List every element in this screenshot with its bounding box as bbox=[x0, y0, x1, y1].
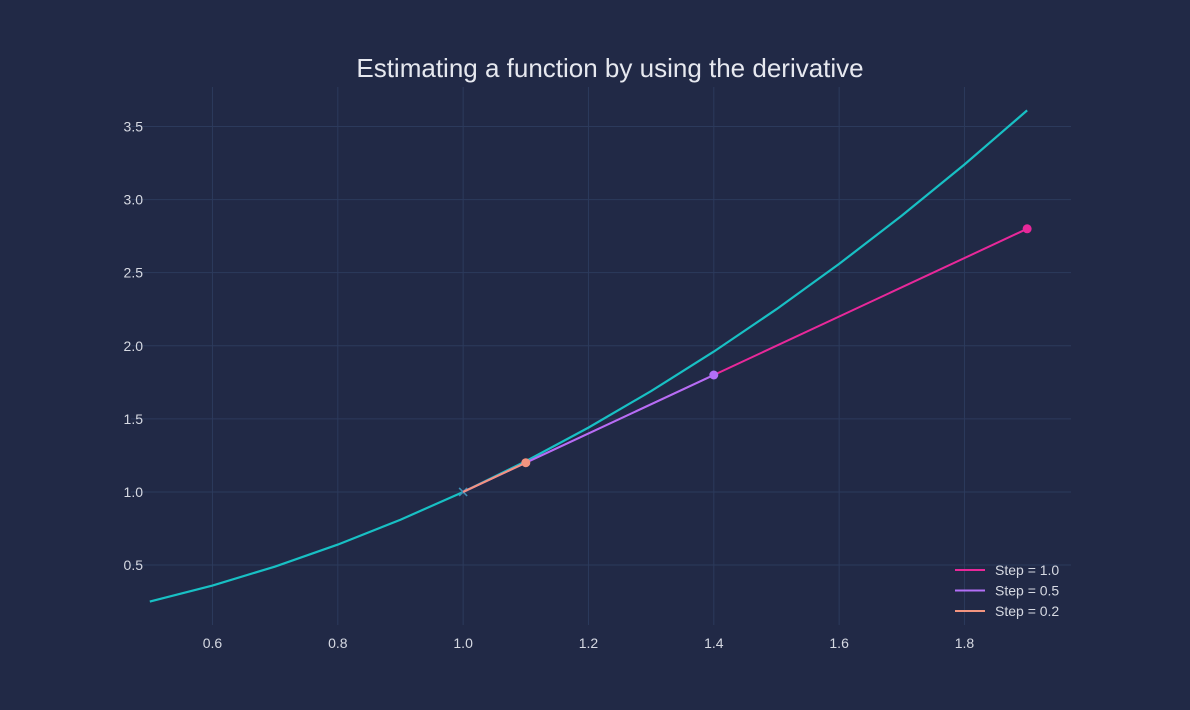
function-curve bbox=[149, 109, 1028, 603]
y-tick-label: 1.5 bbox=[124, 411, 144, 427]
series-endpoint-1 bbox=[1022, 224, 1032, 234]
x-tick-label: 1.8 bbox=[955, 635, 975, 651]
x-tick-label: 1.4 bbox=[704, 635, 724, 651]
series-endpoint-2 bbox=[709, 370, 719, 380]
x-tick-label: 1.6 bbox=[829, 635, 849, 651]
y-tick-label: 2.5 bbox=[124, 265, 144, 281]
x-tick-label: 1.2 bbox=[579, 635, 599, 651]
x-tick-label: 0.6 bbox=[203, 635, 223, 651]
plot-area bbox=[149, 109, 1032, 603]
y-tick-label: 2.0 bbox=[124, 338, 144, 354]
x-tick-label: 0.8 bbox=[328, 635, 348, 651]
y-tick-label: 3.0 bbox=[124, 192, 144, 208]
legend-label-1: Step = 1.0 bbox=[995, 562, 1059, 578]
legend-label-2: Step = 0.5 bbox=[995, 583, 1059, 599]
y-tick-label: 0.5 bbox=[124, 557, 144, 573]
x-axis-ticks: 0.6 0.8 1.0 1.2 1.4 1.6 1.8 bbox=[203, 635, 975, 651]
grid bbox=[131, 87, 1071, 625]
y-axis-ticks: 0.5 1.0 1.5 2.0 2.5 3.0 3.5 bbox=[124, 118, 144, 573]
chart-title: Estimating a function by using the deriv… bbox=[356, 53, 863, 83]
y-tick-label: 1.0 bbox=[124, 484, 144, 500]
series-endpoint-3 bbox=[521, 458, 531, 468]
series-line-3 bbox=[462, 461, 527, 493]
x-tick-label: 1.0 bbox=[453, 635, 473, 651]
legend-label-3: Step = 0.2 bbox=[995, 603, 1059, 619]
legend: Step = 1.0 Step = 0.5 Step = 0.2 bbox=[955, 562, 1059, 619]
y-tick-label: 3.5 bbox=[124, 118, 144, 134]
